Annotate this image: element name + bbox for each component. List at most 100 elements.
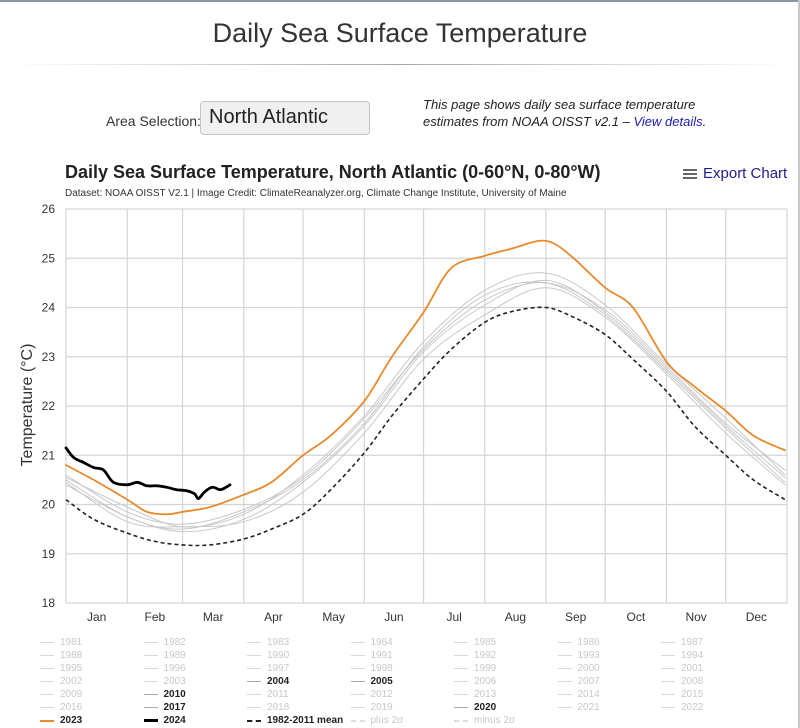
legend-item[interactable]: 2021 <box>557 701 662 714</box>
legend-swatch <box>247 694 261 695</box>
legend-swatch <box>40 707 54 708</box>
x-tick-label: May <box>322 610 345 624</box>
series-line-2005 <box>65 282 786 525</box>
legend-swatch <box>143 694 158 695</box>
legend-item[interactable]: 2005 <box>350 675 455 688</box>
legend-label: 1998 <box>370 663 393 674</box>
legend-item[interactable]: 2014 <box>557 688 662 701</box>
legend-label: 2024 <box>163 715 186 726</box>
legend-label: 2014 <box>577 689 600 700</box>
legend-item[interactable]: 1984 <box>350 636 455 649</box>
legend-label: 2016 <box>60 702 83 713</box>
legend-label: 1993 <box>577 650 600 661</box>
legend-swatch <box>454 694 468 695</box>
legend-label: 2003 <box>163 676 186 687</box>
legend-item[interactable]: 1995 <box>40 662 144 675</box>
legend-item[interactable]: 2015 <box>661 688 765 701</box>
legend-swatch <box>557 655 572 656</box>
legend-item[interactable]: 2007 <box>557 675 662 688</box>
legend-swatch <box>557 707 572 708</box>
export-chart-button[interactable]: Export Chart <box>683 165 787 182</box>
y-tick-label: 19 <box>42 547 56 561</box>
series-layer <box>64 239 786 547</box>
intro-text: This page shows daily sea surface temper… <box>423 96 743 130</box>
legend-item[interactable]: 1991 <box>350 649 455 662</box>
area-selection-dropdown[interactable]: North Atlantic <box>200 101 370 135</box>
legend-item[interactable]: minus 2σ <box>454 714 558 727</box>
legend-swatch <box>350 681 365 682</box>
legend-item[interactable]: 1982-2011 mean <box>247 714 351 727</box>
legend-label: 2022 <box>681 702 704 713</box>
legend-item[interactable]: 1983 <box>247 636 351 649</box>
legend-item[interactable]: 2022 <box>661 701 765 714</box>
chart-canvas: 18 19 20 21 22 23 24 25 26 Jan Feb Mar Apr May Jun Jul A… <box>19 202 788 624</box>
legend-label: 1994 <box>681 650 704 661</box>
legend-label: 1991 <box>370 650 393 661</box>
legend-item[interactable]: 1989 <box>143 649 248 662</box>
legend-item[interactable]: 2019 <box>350 701 455 714</box>
legend-swatch <box>557 681 572 682</box>
legend-item[interactable]: 2002 <box>40 675 144 688</box>
x-tick-label: Jul <box>446 610 461 624</box>
legend-item[interactable]: 1999 <box>454 662 558 675</box>
intro-period: . <box>702 114 707 129</box>
legend-item[interactable]: 2010 <box>143 688 248 701</box>
legend-label: 1996 <box>163 663 186 674</box>
legend-label: 2015 <box>681 689 704 700</box>
legend-item[interactable]: 2018 <box>247 701 351 714</box>
legend-label: 2000 <box>577 663 600 674</box>
legend-item[interactable]: 2000 <box>557 662 662 675</box>
series-line-2010 <box>65 281 786 530</box>
legend-item[interactable]: 1994 <box>661 649 765 662</box>
legend-item[interactable]: 2012 <box>350 688 455 701</box>
legend-item[interactable]: 1988 <box>40 649 144 662</box>
legend-swatch <box>40 668 54 669</box>
legend-item[interactable]: 2004 <box>247 675 351 688</box>
x-tick-label: Jan <box>87 610 106 624</box>
x-tick-label: Nov <box>685 610 706 624</box>
legend-swatch <box>143 642 158 643</box>
legend-swatch <box>661 655 675 656</box>
chart-legend: 1981 1982 1983 1984 1985 1986 1987 1988 1989 1990… <box>40 636 770 727</box>
legend-item[interactable]: 1993 <box>557 649 662 662</box>
legend-label: plus 2σ <box>370 715 404 726</box>
legend-label: minus 2σ <box>474 715 516 726</box>
legend-item[interactable]: 2006 <box>454 675 558 688</box>
intro-description: This page shows daily sea surface temper… <box>423 97 696 129</box>
legend-item[interactable]: 2013 <box>454 688 558 701</box>
legend-item[interactable]: plus 2σ <box>350 714 455 727</box>
legend-swatch <box>661 694 675 695</box>
x-tick-label: Sep <box>565 610 587 624</box>
legend-swatch <box>557 668 572 669</box>
legend-item[interactable]: 1990 <box>247 649 351 662</box>
legend-item[interactable]: 1992 <box>454 649 558 662</box>
legend-item[interactable]: 1985 <box>454 636 558 649</box>
legend-item[interactable]: 1996 <box>143 662 248 675</box>
y-tick-label: 26 <box>42 202 56 216</box>
legend-swatch <box>40 655 54 656</box>
legend-swatch <box>143 655 158 656</box>
legend-swatch <box>350 707 365 708</box>
legend-item[interactable]: 2016 <box>40 701 144 714</box>
legend-item[interactable]: 2011 <box>247 688 351 701</box>
legend-item[interactable]: 1998 <box>350 662 455 675</box>
legend-item[interactable]: 1981 <box>40 636 144 649</box>
legend-item[interactable]: 2020 <box>454 701 558 714</box>
legend-item[interactable]: 2017 <box>143 701 248 714</box>
axis-layer: 18 19 20 21 22 23 24 25 26 Jan Feb Mar Apr May Jun Jul A… <box>42 202 767 624</box>
legend-item[interactable]: 1982 <box>143 636 248 649</box>
legend-item[interactable]: 1987 <box>661 636 765 649</box>
y-tick-label: 23 <box>42 350 56 364</box>
legend-item[interactable]: 1986 <box>557 636 662 649</box>
legend-item[interactable]: 2003 <box>143 675 248 688</box>
legend-item[interactable]: 2008 <box>661 675 765 688</box>
legend-item[interactable]: 1997 <box>247 662 351 675</box>
legend-item[interactable]: 2001 <box>661 662 765 675</box>
legend-item[interactable]: 2024 <box>143 714 248 727</box>
legend-swatch <box>40 642 54 643</box>
legend-item[interactable]: 2009 <box>40 688 144 701</box>
series-line-2004 <box>65 287 786 528</box>
legend-item[interactable]: 2023 <box>40 714 144 727</box>
view-details-link[interactable]: View details <box>633 114 703 129</box>
legend-swatch <box>143 719 158 722</box>
